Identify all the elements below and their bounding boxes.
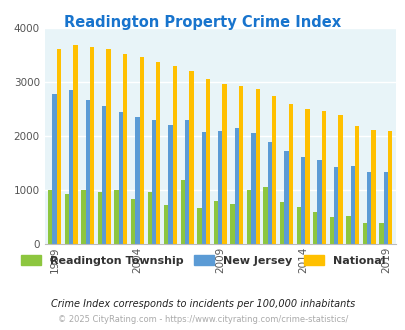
Bar — [168, 125, 172, 244]
Bar — [234, 128, 239, 244]
Bar — [151, 120, 156, 244]
Bar — [345, 215, 350, 244]
Bar — [312, 212, 317, 244]
Bar — [102, 106, 106, 244]
Bar — [147, 192, 151, 244]
Bar — [246, 190, 251, 244]
Text: © 2025 CityRating.com - https://www.cityrating.com/crime-statistics/: © 2025 CityRating.com - https://www.city… — [58, 315, 347, 324]
Bar — [267, 142, 271, 244]
Bar — [300, 157, 305, 244]
Bar — [337, 115, 342, 244]
Bar — [69, 90, 73, 244]
Bar — [114, 190, 118, 244]
Bar — [371, 130, 375, 244]
Bar — [64, 194, 69, 244]
Bar — [85, 100, 90, 244]
Bar — [217, 131, 222, 244]
Bar — [73, 45, 77, 244]
Bar — [81, 190, 85, 244]
Bar — [98, 192, 102, 244]
Bar — [106, 49, 111, 244]
Bar — [201, 132, 205, 244]
Text: Crime Index corresponds to incidents per 100,000 inhabitants: Crime Index corresponds to incidents per… — [51, 299, 354, 309]
Bar — [135, 117, 139, 244]
Bar — [156, 62, 160, 244]
Bar — [222, 84, 226, 244]
Bar — [366, 172, 371, 244]
Bar — [48, 190, 52, 244]
Bar — [379, 223, 383, 244]
Text: Readington Property Crime Index: Readington Property Crime Index — [64, 15, 341, 30]
Bar — [317, 160, 321, 244]
Bar — [251, 133, 255, 244]
Bar — [164, 205, 168, 244]
Bar — [333, 167, 337, 244]
Bar — [189, 71, 193, 244]
Bar — [52, 94, 57, 244]
Bar — [131, 199, 135, 244]
Bar — [271, 96, 276, 244]
Bar — [205, 80, 210, 244]
Bar — [296, 207, 300, 244]
Bar — [90, 47, 94, 244]
Bar — [213, 201, 217, 244]
Bar — [383, 172, 387, 244]
Bar — [139, 57, 143, 244]
Bar — [284, 151, 288, 244]
Bar — [350, 166, 354, 244]
Bar — [255, 88, 259, 244]
Bar — [230, 204, 234, 244]
Bar — [387, 131, 391, 244]
Bar — [239, 86, 243, 244]
Bar — [305, 109, 309, 244]
Bar — [288, 104, 292, 244]
Bar — [57, 49, 61, 244]
Bar — [123, 54, 127, 244]
Bar — [185, 120, 189, 244]
Bar — [362, 223, 366, 244]
Legend: Readington Township, New Jersey, National: Readington Township, New Jersey, Nationa… — [16, 250, 389, 270]
Bar — [321, 111, 325, 244]
Bar — [180, 180, 185, 244]
Bar — [279, 202, 284, 244]
Bar — [329, 217, 333, 244]
Bar — [197, 208, 201, 244]
Bar — [354, 126, 358, 244]
Bar — [172, 66, 177, 244]
Bar — [118, 112, 123, 244]
Bar — [263, 187, 267, 244]
